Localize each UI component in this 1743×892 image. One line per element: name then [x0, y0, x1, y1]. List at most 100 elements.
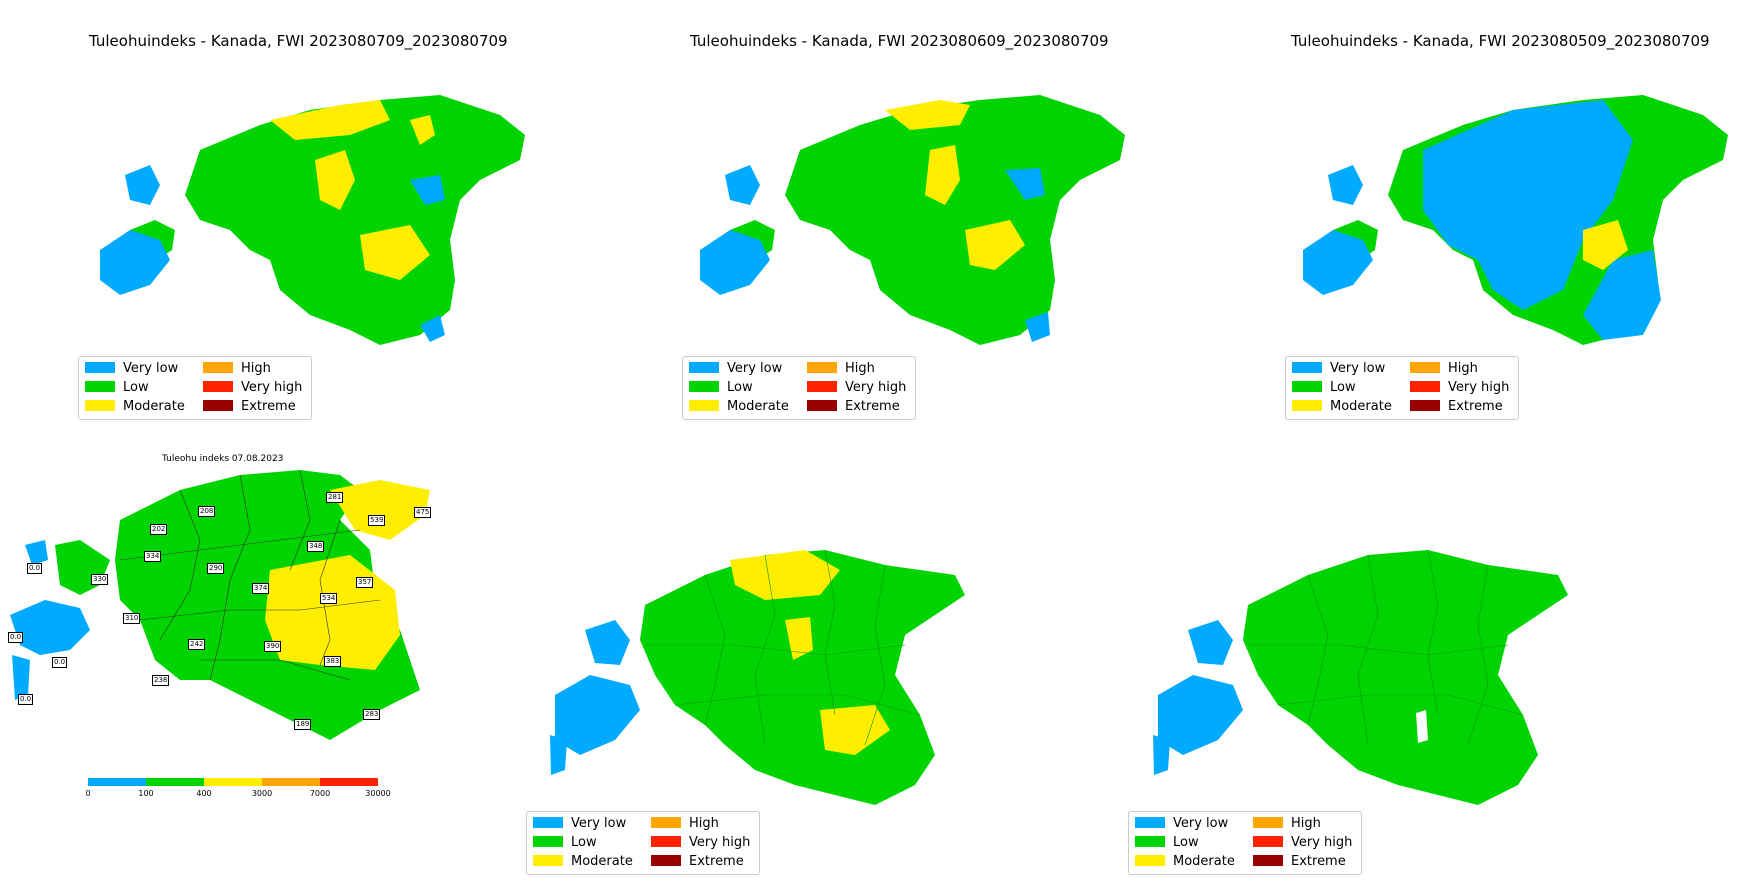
- legend-swatch: [1292, 362, 1322, 373]
- estonia-fwi-map: [100, 95, 525, 345]
- legend-very-low: Very low: [85, 360, 178, 378]
- legend-moderate: Moderate: [1135, 853, 1235, 871]
- station-label: 0.0: [52, 657, 68, 668]
- legend-label: Very low: [1330, 361, 1386, 376]
- legend-very-high: Very high: [1253, 834, 1352, 852]
- island-saaremaa: [10, 600, 90, 655]
- colorbar-tick: 3000: [251, 789, 273, 798]
- panel3-title: Tuleohuindeks - Kanada, FWI 2023080509_2…: [1291, 32, 1710, 50]
- legend-high: High: [1253, 815, 1321, 833]
- legend-swatch: [651, 855, 681, 866]
- moderate-zone-ne: [330, 480, 430, 540]
- legend-extreme: Extreme: [807, 398, 900, 416]
- island-hiiumaa: [55, 540, 110, 595]
- legend-label: Moderate: [727, 399, 789, 414]
- station-label: 539: [368, 515, 386, 526]
- legend-label: Extreme: [689, 854, 744, 869]
- legend-swatch: [203, 362, 233, 373]
- station-label: 0.0: [18, 694, 34, 705]
- legend-very-low: Very low: [689, 360, 782, 378]
- legend-very-high: Very high: [807, 379, 906, 397]
- legend-swatch: [1135, 836, 1165, 847]
- legend-label: Very high: [845, 380, 907, 395]
- legend-swatch: [807, 362, 837, 373]
- legend-very-low: Very low: [1135, 815, 1228, 833]
- legend-low: Low: [689, 379, 753, 397]
- legend-swatch: [1410, 400, 1440, 411]
- legend-swatch: [1253, 836, 1283, 847]
- legend-label: Extreme: [1291, 854, 1346, 869]
- legend-swatch: [85, 400, 115, 411]
- legend-swatch: [203, 381, 233, 392]
- legend-extreme: Extreme: [651, 853, 744, 871]
- island-saaremaa: [1158, 675, 1243, 755]
- island-muhu: [12, 655, 30, 700]
- colorbar-segment: [146, 778, 204, 786]
- legend-very-high: Very high: [1410, 379, 1509, 397]
- legend-high: High: [203, 360, 271, 378]
- legend-label: Very low: [123, 361, 179, 376]
- colorbar-segment: [204, 778, 262, 786]
- county-middle-legend: Very low High Low Very high Moderate Ext…: [526, 811, 760, 875]
- legend-swatch: [1253, 817, 1283, 828]
- moderate-zone-centre: [785, 617, 813, 660]
- legend-label: Moderate: [123, 399, 185, 414]
- legend-label: Low: [571, 835, 597, 850]
- station-label: 208: [198, 506, 216, 517]
- moderate-zone-south: [820, 705, 890, 755]
- legend-label: Low: [123, 380, 149, 395]
- mainland: [640, 550, 965, 805]
- station-label: 330: [91, 574, 109, 585]
- island-saaremaa: [555, 675, 640, 755]
- colorbar-segment: [88, 778, 146, 786]
- county-borders: [645, 549, 921, 746]
- panel1-legend: Very low High Low Very high Moderate Ext…: [78, 356, 312, 420]
- legend-swatch: [651, 817, 681, 828]
- station-label: 0.0: [8, 632, 24, 643]
- legend-swatch: [85, 362, 115, 373]
- island-vormsi: [25, 540, 48, 565]
- island-muhu: [1153, 735, 1170, 775]
- station-label: 334: [144, 551, 162, 562]
- legend-label: Very low: [571, 816, 627, 831]
- county-right-legend: Very low High Low Very high Moderate Ext…: [1128, 811, 1362, 875]
- station-label: 374: [252, 583, 270, 594]
- county-map-middle: [550, 549, 965, 805]
- legend-swatch: [1292, 400, 1322, 411]
- station-label: 283: [363, 709, 381, 720]
- mainland: [1243, 550, 1568, 805]
- legend-low: Low: [85, 379, 149, 397]
- legend-label: Very low: [727, 361, 783, 376]
- colorbar-tick: 0: [85, 789, 91, 798]
- station-label: 202: [150, 524, 168, 535]
- lake-vortsjarv: [1416, 710, 1428, 743]
- station-label: 290: [207, 563, 225, 574]
- legend-label: Very low: [1173, 816, 1229, 831]
- legend-label: High: [845, 361, 875, 376]
- legend-swatch: [1135, 855, 1165, 866]
- station-label: 390: [264, 641, 282, 652]
- legend-very-low: Very low: [1292, 360, 1385, 378]
- legend-swatch: [1135, 817, 1165, 828]
- moderate-zone-centre: [265, 555, 400, 670]
- legend-swatch: [1410, 362, 1440, 373]
- estonia-fwi-map: [1303, 95, 1728, 345]
- panel3-map: [1303, 95, 1728, 345]
- colorbar-tick: 30000: [365, 789, 391, 798]
- station-label: 242: [188, 639, 206, 650]
- legend-swatch: [807, 381, 837, 392]
- legend-swatch: [533, 836, 563, 847]
- legend-low: Low: [1135, 834, 1199, 852]
- legend-label: Very high: [1448, 380, 1510, 395]
- island-muhu: [550, 735, 567, 775]
- legend-high: High: [807, 360, 875, 378]
- legend-label: Extreme: [845, 399, 900, 414]
- legend-swatch: [1253, 855, 1283, 866]
- legend-high: High: [1410, 360, 1478, 378]
- county-map-right: [1153, 549, 1568, 805]
- legend-label: Very high: [241, 380, 303, 395]
- estonia-fwi-map: [700, 95, 1125, 345]
- legend-swatch: [203, 400, 233, 411]
- station-label: 0.0: [27, 563, 43, 574]
- legend-swatch: [85, 381, 115, 392]
